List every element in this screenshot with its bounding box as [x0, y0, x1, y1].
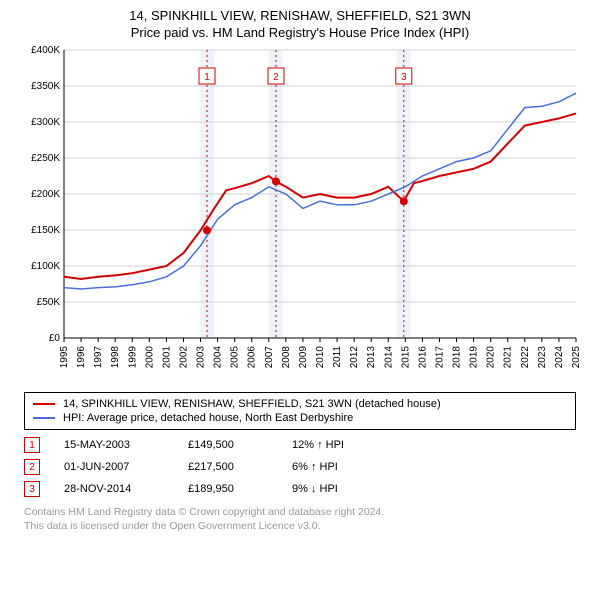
event-price: £217,500: [188, 461, 268, 473]
footer-line-1: Contains HM Land Registry data © Crown c…: [24, 506, 576, 520]
x-tick-label: 2012: [349, 346, 360, 369]
x-tick-label: 2013: [366, 346, 377, 369]
legend-swatch: [33, 403, 55, 405]
event-dot: [203, 226, 211, 234]
x-tick-label: 2014: [383, 346, 394, 369]
event-date: 15-MAY-2003: [64, 439, 164, 451]
x-tick-label: 2020: [486, 346, 497, 369]
x-tick-label: 1999: [127, 346, 138, 369]
x-tick-label: 1997: [93, 346, 104, 369]
event-date: 01-JUN-2007: [64, 461, 164, 473]
attribution: Contains HM Land Registry data © Crown c…: [24, 506, 576, 533]
event-diff: 9% ↓ HPI: [292, 483, 382, 495]
chart-area: £0 £50K £100K £150K £200K £250K £300K £350K £400…: [20, 46, 580, 386]
y-tick-label: £50K: [37, 297, 61, 308]
x-tick-label: 2024: [554, 346, 565, 369]
y-tick-label: £100K: [31, 261, 60, 272]
y-tick-label: £400K: [31, 46, 60, 56]
x-tick-label: 2010: [315, 346, 326, 369]
x-tick-label: 2022: [520, 346, 531, 369]
event-table: 1 15-MAY-2003 £149,500 12% ↑ HPI 2 01-JUN-200…: [24, 434, 576, 500]
series-hpi: [64, 93, 576, 289]
x-tick-label: 2009: [298, 346, 309, 369]
event-diff: 6% ↑ HPI: [292, 461, 382, 473]
x-tick-label: 2005: [230, 346, 241, 369]
event-number-box: 3: [24, 481, 40, 497]
legend-swatch: [33, 417, 55, 419]
x-tick-label: 2001: [161, 346, 172, 369]
y-tick-label: £150K: [31, 225, 60, 236]
x-tick-label: 2025: [571, 346, 580, 369]
legend-row: HPI: Average price, detached house, Nort…: [33, 411, 567, 425]
x-tick-label: 2002: [178, 346, 189, 369]
x-tick-label: 2008: [281, 346, 292, 369]
event-marker-number: 2: [273, 72, 279, 83]
event-dot: [272, 177, 280, 185]
event-row: 2 01-JUN-2007 £217,500 6% ↑ HPI: [24, 456, 576, 478]
x-tick-label: 2006: [247, 346, 258, 369]
x-tick-label: 2007: [264, 346, 275, 369]
y-tick-label: £350K: [31, 81, 60, 92]
y-tick-label: £300K: [31, 117, 60, 128]
event-diff: 12% ↑ HPI: [292, 439, 382, 451]
event-price: £149,500: [188, 439, 268, 451]
x-tick-label: 2019: [469, 346, 480, 369]
series-property: [64, 113, 576, 279]
title-sub: Price paid vs. HM Land Registry's House …: [8, 25, 592, 40]
x-tick-label: 2011: [332, 346, 343, 368]
event-price: £189,950: [188, 483, 268, 495]
x-tick-label: 2018: [452, 346, 463, 369]
legend-row: 14, SPINKHILL VIEW, RENISHAW, SHEFFIELD,…: [33, 397, 567, 411]
x-tick-label: 2016: [417, 346, 428, 369]
y-tick-label: £200K: [31, 189, 60, 200]
event-row: 1 15-MAY-2003 £149,500 12% ↑ HPI: [24, 434, 576, 456]
event-row: 3 28-NOV-2014 £189,950 9% ↓ HPI: [24, 478, 576, 500]
x-tick-label: 2003: [196, 346, 207, 369]
x-tick-label: 2021: [503, 346, 514, 369]
legend-label: 14, SPINKHILL VIEW, RENISHAW, SHEFFIELD,…: [63, 398, 441, 410]
chart-titles: 14, SPINKHILL VIEW, RENISHAW, SHEFFIELD,…: [8, 8, 592, 40]
x-tick-label: 2023: [537, 346, 548, 369]
event-marker-number: 1: [204, 72, 210, 83]
legend: 14, SPINKHILL VIEW, RENISHAW, SHEFFIELD,…: [24, 392, 576, 430]
x-tick-label: 2004: [213, 346, 224, 369]
x-tick-label: 2017: [434, 346, 445, 369]
x-tick-label: 1995: [59, 346, 70, 369]
y-tick-label: £0: [49, 333, 61, 344]
x-tick-label: 1996: [76, 346, 87, 369]
chart-svg: £0 £50K £100K £150K £200K £250K £300K £350K £400…: [20, 46, 580, 386]
x-tick-label: 2000: [144, 346, 155, 369]
event-number-box: 1: [24, 437, 40, 453]
x-tick-label: 1998: [110, 346, 121, 369]
event-date: 28-NOV-2014: [64, 483, 164, 495]
legend-label: HPI: Average price, detached house, Nort…: [63, 412, 353, 424]
x-tick-label: 2015: [400, 346, 411, 369]
y-tick-label: £250K: [31, 153, 60, 164]
title-main: 14, SPINKHILL VIEW, RENISHAW, SHEFFIELD,…: [8, 8, 592, 23]
event-number-box: 2: [24, 459, 40, 475]
event-dot: [400, 197, 408, 205]
event-marker-number: 3: [401, 72, 407, 83]
footer-line-2: This data is licensed under the Open Gov…: [24, 520, 576, 534]
